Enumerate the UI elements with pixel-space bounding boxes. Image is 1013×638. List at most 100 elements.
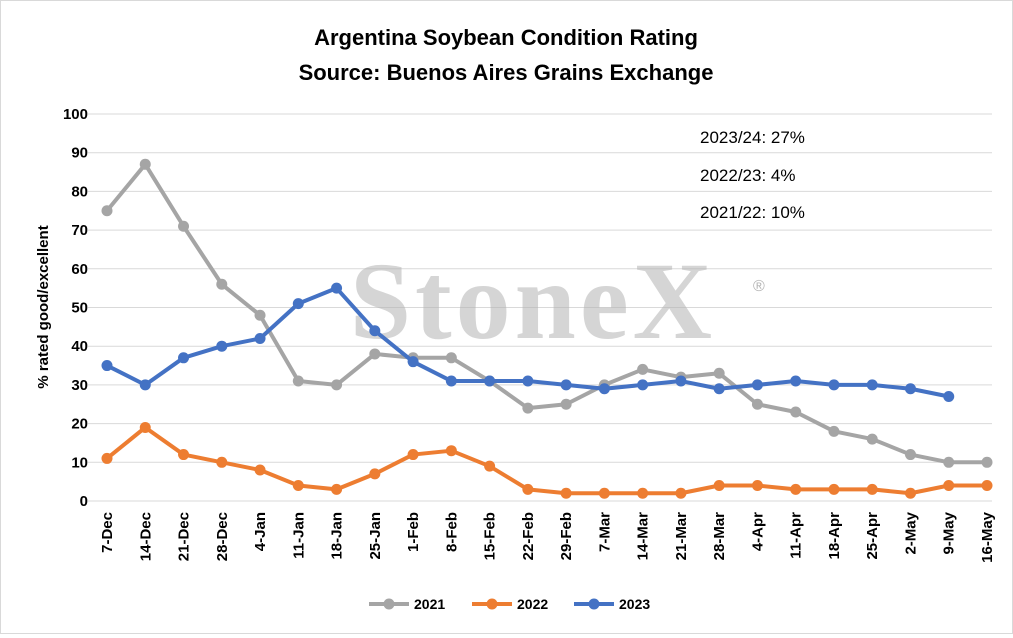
legend-label: 2022 bbox=[517, 596, 548, 612]
data-point bbox=[331, 379, 343, 391]
annotation-2021-22: 2021/22: 10% bbox=[700, 203, 805, 222]
data-point bbox=[369, 468, 381, 480]
data-point bbox=[445, 352, 457, 364]
x-tick-label: 15-Feb bbox=[482, 512, 499, 560]
data-point bbox=[216, 456, 228, 468]
x-tick-label: 7-Dec bbox=[99, 512, 116, 553]
annotation-2023-24: 2023/24: 27% bbox=[700, 128, 805, 147]
x-tick-label: 11-Apr bbox=[788, 512, 805, 559]
series-line-2021 bbox=[105, 162, 989, 465]
y-tick-label: 40 bbox=[71, 338, 88, 355]
data-point bbox=[866, 483, 878, 495]
series-line-2022 bbox=[105, 425, 989, 496]
legend: 2021 2022 2023 bbox=[369, 596, 650, 612]
y-tick-label: 60 bbox=[71, 261, 88, 278]
data-point bbox=[178, 449, 190, 461]
data-point bbox=[369, 348, 381, 360]
data-point bbox=[598, 383, 610, 395]
data-point bbox=[943, 391, 955, 403]
data-point bbox=[484, 460, 496, 472]
data-point bbox=[331, 282, 343, 294]
x-tick-label: 16-May bbox=[979, 511, 996, 563]
data-point bbox=[445, 375, 457, 387]
data-point bbox=[828, 483, 840, 495]
data-point bbox=[292, 298, 304, 310]
watermark-logo: StoneX bbox=[350, 240, 716, 362]
chart-title: Argentina Soybean Condition Rating bbox=[314, 25, 698, 50]
data-point bbox=[254, 332, 266, 344]
data-point bbox=[445, 445, 457, 457]
data-point bbox=[637, 363, 649, 375]
data-point bbox=[751, 480, 763, 492]
x-tick-label: 21-Mar bbox=[673, 512, 690, 561]
x-tick-label: 28-Mar bbox=[711, 512, 728, 561]
x-tick-label: 28-Dec bbox=[214, 512, 231, 561]
watermark-registered-mark: ® bbox=[753, 278, 765, 295]
data-point bbox=[484, 375, 496, 387]
data-point bbox=[216, 278, 228, 290]
data-point bbox=[790, 375, 802, 387]
data-point bbox=[522, 402, 534, 414]
y-tick-label: 70 bbox=[71, 222, 88, 239]
data-point bbox=[407, 356, 419, 368]
grid-lines bbox=[88, 113, 992, 463]
legend-label: 2023 bbox=[619, 596, 650, 612]
data-point bbox=[101, 452, 113, 464]
chart-subtitle: Source: Buenos Aires Grains Exchange bbox=[299, 60, 714, 85]
data-point bbox=[790, 406, 802, 418]
data-point bbox=[598, 487, 610, 499]
x-tick-label: 14-Mar bbox=[635, 512, 652, 561]
data-point bbox=[101, 205, 113, 217]
data-point bbox=[292, 480, 304, 492]
annotation-2022-23: 2022/23: 4% bbox=[700, 166, 795, 185]
legend-item-2022: 2022 bbox=[472, 596, 548, 612]
data-point bbox=[637, 487, 649, 499]
x-tick-label: 22-Feb bbox=[520, 512, 537, 560]
y-tick-label: 10 bbox=[71, 454, 88, 471]
data-point bbox=[790, 483, 802, 495]
x-tick-label: 29-Feb bbox=[558, 512, 575, 560]
series-2022 bbox=[101, 421, 993, 499]
legend-item-2023: 2023 bbox=[574, 596, 650, 612]
data-point bbox=[713, 383, 725, 395]
data-point bbox=[560, 398, 572, 410]
data-point bbox=[101, 360, 113, 372]
y-tick-label: 50 bbox=[71, 300, 88, 317]
x-tick-label: 9-May bbox=[941, 511, 958, 554]
data-point bbox=[178, 220, 190, 232]
series-2021 bbox=[101, 158, 993, 468]
y-tick-label: 30 bbox=[71, 377, 88, 394]
legend-label: 2021 bbox=[414, 596, 445, 612]
data-point bbox=[866, 379, 878, 391]
data-point bbox=[904, 449, 916, 461]
legend-marker bbox=[383, 598, 395, 610]
data-point bbox=[254, 309, 266, 321]
data-point bbox=[981, 456, 993, 468]
data-point bbox=[866, 433, 878, 445]
x-tick-label: 1-Feb bbox=[405, 512, 422, 552]
data-point bbox=[713, 367, 725, 379]
data-point bbox=[675, 487, 687, 499]
data-point bbox=[407, 449, 419, 461]
data-point bbox=[139, 158, 151, 170]
y-axis-label: % rated good/excellent bbox=[35, 225, 52, 388]
data-point bbox=[522, 375, 534, 387]
x-axis-ticks: 7-Dec 14-Dec 21-Dec 28-Dec 4-Jan 11-Jan 18-Jan… bbox=[99, 511, 996, 563]
data-point bbox=[713, 480, 725, 492]
data-point bbox=[369, 325, 381, 337]
series-2023 bbox=[101, 282, 955, 403]
data-point bbox=[981, 480, 993, 492]
y-tick-label: 90 bbox=[71, 145, 88, 162]
data-point bbox=[139, 421, 151, 433]
x-tick-label: 25-Apr bbox=[864, 512, 881, 560]
data-point bbox=[331, 483, 343, 495]
data-point bbox=[904, 383, 916, 395]
x-tick-label: 2-May bbox=[902, 511, 919, 554]
data-point bbox=[828, 379, 840, 391]
y-tick-label: 20 bbox=[71, 416, 88, 433]
legend-item-2021: 2021 bbox=[369, 596, 445, 612]
data-point bbox=[292, 375, 304, 387]
data-point bbox=[254, 464, 266, 476]
